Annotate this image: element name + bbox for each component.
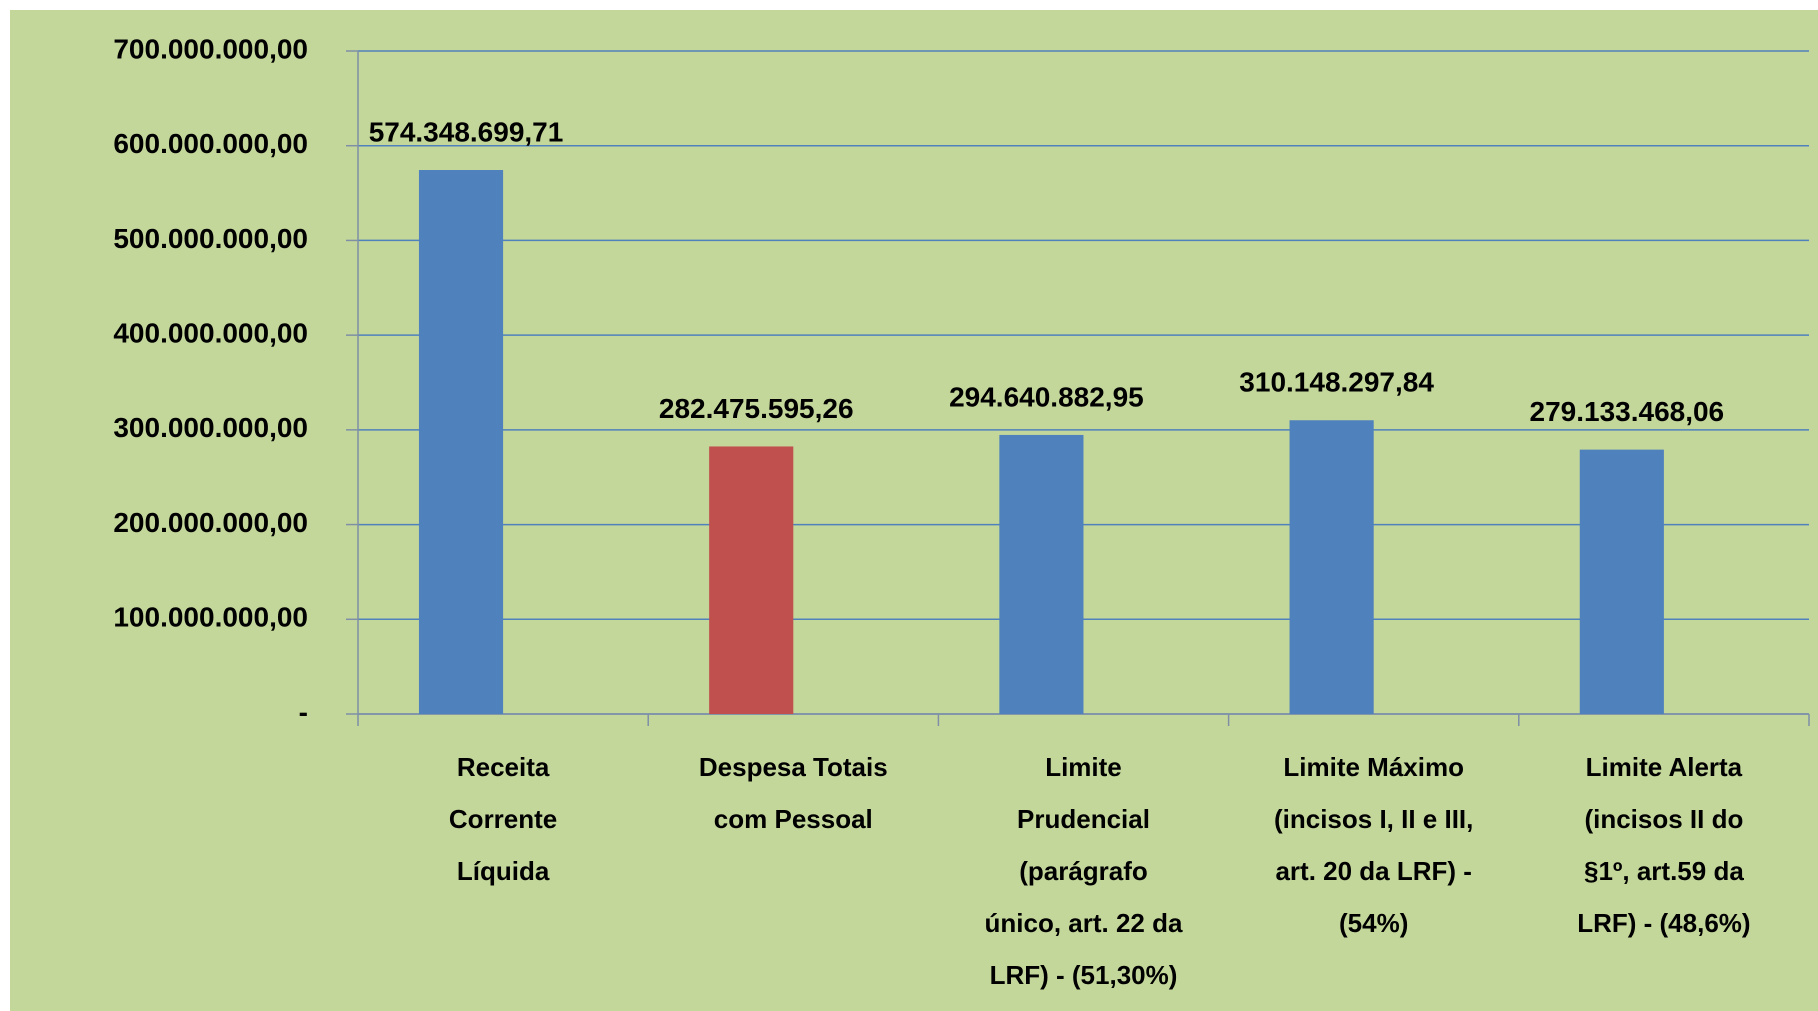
bar bbox=[1579, 449, 1664, 714]
bar bbox=[1289, 420, 1374, 714]
x-tick-label: Despesa Totais com Pessoal bbox=[699, 752, 888, 834]
data-label: 294.640.882,95 bbox=[949, 381, 1144, 412]
data-label: 279.133.468,06 bbox=[1530, 396, 1725, 427]
bar bbox=[418, 170, 504, 714]
y-tick-label: 100.000.000,00 bbox=[113, 602, 308, 633]
data-label: 574.348.699,71 bbox=[369, 116, 564, 147]
y-tick-label: 500.000.000,00 bbox=[113, 223, 308, 254]
y-tick-label: - bbox=[299, 696, 308, 727]
data-label: 310.148.297,84 bbox=[1239, 367, 1434, 398]
bar bbox=[999, 434, 1084, 714]
x-tick-label: Limite Prudencial (parágrafo único, art. 22… bbox=[985, 752, 1183, 990]
y-tick-label: 200.000.000,00 bbox=[113, 507, 308, 538]
x-tick-label: Receita Corrente Líquida bbox=[449, 752, 557, 886]
data-label: 282.475.595,26 bbox=[659, 393, 854, 424]
x-tick-label: Limite Máximo (incisos I, II e III, art. 2… bbox=[1274, 752, 1473, 938]
chart-background bbox=[10, 10, 1818, 1011]
y-tick-label: 300.000.000,00 bbox=[113, 412, 308, 443]
y-tick-label: 600.000.000,00 bbox=[113, 128, 308, 159]
bar bbox=[709, 446, 794, 714]
y-tick-label: 700.000.000,00 bbox=[113, 33, 308, 64]
x-tick-label: Limite Alerta (incisos II do §1º, art.59 d… bbox=[1577, 752, 1750, 938]
y-tick-label: 400.000.000,00 bbox=[113, 318, 308, 349]
